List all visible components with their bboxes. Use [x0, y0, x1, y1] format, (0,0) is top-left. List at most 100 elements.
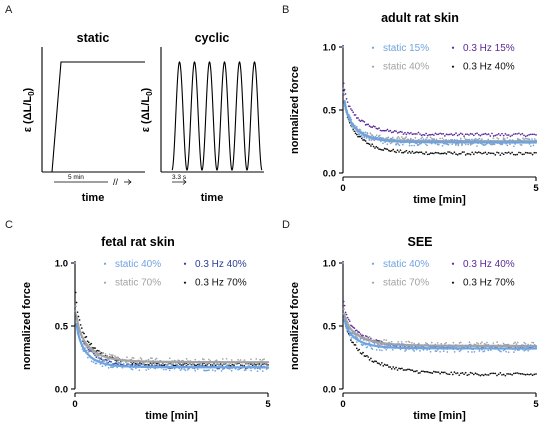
- data-point: [372, 125, 375, 127]
- data-point: [117, 356, 120, 359]
- data-point: [439, 137, 441, 140]
- data-point: [404, 350, 406, 352]
- data-point: [75, 318, 78, 320]
- data-point: [403, 343, 405, 346]
- chart-adult-rat-skin: adult rat skin 0.0 0.5 1.0 0 5 time [min] norma…: [289, 11, 539, 206]
- data-point: [386, 143, 389, 146]
- data-point: [94, 347, 96, 349]
- data-point: [492, 372, 495, 375]
- data-point: [468, 343, 471, 346]
- data-point: [518, 151, 520, 154]
- series-0-3-hz-40-: [342, 46, 537, 156]
- data-point: [126, 356, 128, 359]
- data-point: [472, 153, 475, 156]
- data-point: [445, 138, 447, 141]
- data-point: [399, 367, 402, 370]
- data-point: [135, 367, 137, 370]
- data-point: [145, 369, 148, 371]
- data-point: [497, 373, 500, 376]
- data-point: [208, 369, 210, 371]
- data-point: [194, 358, 197, 361]
- data-point: [385, 148, 387, 150]
- data-point: [397, 143, 400, 145]
- data-point: [445, 133, 448, 136]
- data-point: [441, 137, 444, 140]
- data-point: [463, 151, 465, 153]
- legend-marker: [451, 46, 455, 49]
- data-point: [350, 108, 352, 110]
- data-point: [359, 352, 362, 354]
- data-point: [422, 370, 424, 373]
- data-point: [243, 369, 246, 372]
- data-point: [446, 351, 449, 353]
- data-point: [267, 364, 269, 366]
- data-point: [372, 361, 375, 363]
- series-static-15-: [342, 46, 538, 148]
- data-point: [366, 131, 369, 134]
- data-point: [174, 364, 177, 367]
- data-point: [381, 137, 383, 140]
- data-point: [474, 132, 477, 135]
- data-point: [343, 93, 346, 96]
- data-point: [398, 144, 401, 147]
- data-point: [458, 374, 461, 377]
- data-point: [431, 133, 434, 136]
- data-point: [436, 341, 439, 344]
- data-point: [399, 149, 402, 152]
- data-point: [422, 349, 425, 351]
- legend-marker: [451, 65, 455, 68]
- data-point: [198, 362, 200, 365]
- data-point: [363, 355, 366, 357]
- data-point: [400, 341, 403, 343]
- data-point: [398, 367, 400, 370]
- data-point: [429, 133, 432, 136]
- data-point: [250, 369, 252, 372]
- chart-title: SEE: [407, 235, 432, 249]
- data-point: [179, 369, 182, 372]
- legend-marker: [371, 65, 375, 68]
- data-point: [522, 344, 524, 346]
- legend-entry: 0.3 Hz 15%: [463, 43, 515, 54]
- data-point: [393, 150, 396, 153]
- data-point: [466, 374, 469, 377]
- fit-curve: [75, 322, 270, 369]
- data-point: [107, 358, 110, 361]
- data-point: [453, 151, 456, 154]
- data-point: [468, 138, 471, 141]
- data-point: [413, 350, 416, 352]
- y-tick-label: 1.0: [323, 259, 336, 270]
- data-point: [383, 147, 386, 150]
- data-point: [354, 132, 357, 135]
- data-point: [392, 366, 395, 368]
- data-point: [366, 354, 368, 357]
- data-point: [414, 136, 417, 139]
- data-point: [75, 301, 78, 304]
- data-point: [148, 362, 151, 365]
- data-point: [427, 139, 430, 141]
- data-point: [220, 370, 223, 372]
- data-point: [351, 325, 353, 328]
- data-point: [99, 351, 102, 353]
- data-point: [122, 363, 125, 366]
- data-point: [220, 364, 223, 367]
- data-point: [180, 368, 183, 370]
- data-point: [407, 368, 409, 371]
- data-point: [404, 150, 406, 153]
- data-point: [386, 148, 389, 151]
- data-point: [387, 136, 390, 139]
- data-point: [92, 352, 95, 355]
- data-point: [469, 371, 472, 374]
- data-point: [417, 151, 420, 154]
- data-point: [380, 342, 382, 345]
- data-point: [524, 137, 527, 140]
- data-point: [440, 371, 443, 374]
- data-point: [461, 144, 463, 146]
- data-point: [346, 316, 349, 319]
- data-point: [484, 373, 487, 376]
- data-point: [398, 131, 400, 134]
- data-point: [397, 340, 400, 343]
- data-point: [532, 144, 535, 147]
- data-point: [503, 139, 506, 142]
- data-point: [389, 129, 392, 132]
